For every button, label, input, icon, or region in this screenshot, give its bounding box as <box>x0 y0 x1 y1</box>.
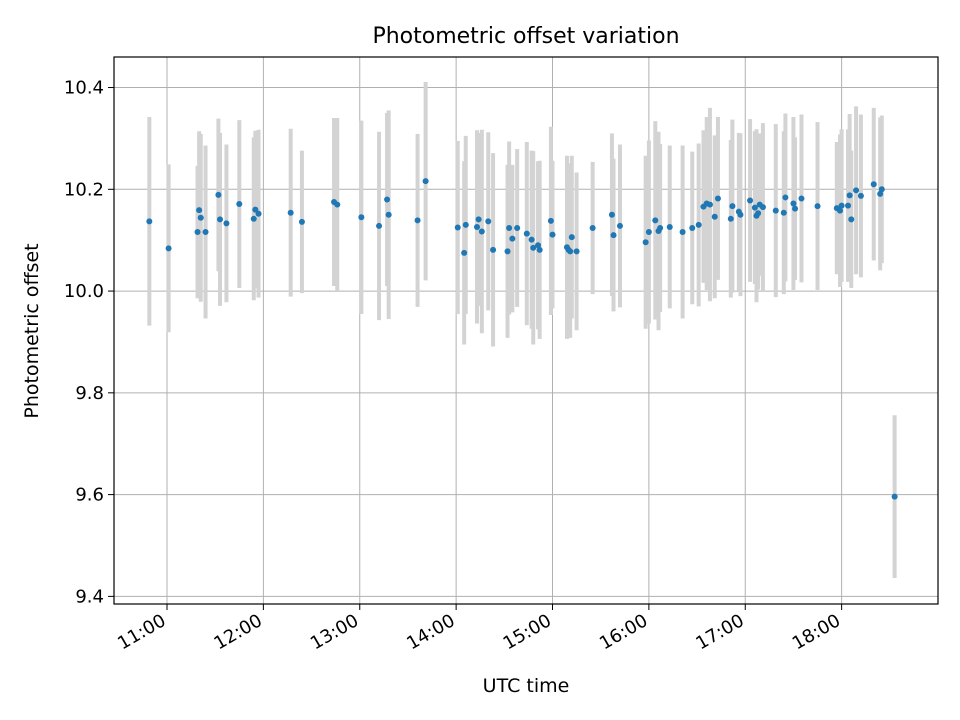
data-point <box>165 245 172 252</box>
data-point <box>334 201 341 208</box>
data-point <box>236 201 243 208</box>
chart-title: Photometric offset variation <box>372 24 679 49</box>
data-point <box>853 187 860 194</box>
data-point <box>255 210 262 217</box>
data-point <box>747 197 754 204</box>
data-point <box>780 209 787 216</box>
data-point <box>729 203 736 210</box>
data-point <box>838 202 845 209</box>
data-point <box>197 214 204 221</box>
data-point <box>223 220 230 227</box>
y-tick-label: 9.6 <box>75 485 104 506</box>
data-point <box>891 493 898 500</box>
data-point <box>772 207 779 214</box>
data-point <box>755 210 762 217</box>
y-tick-label: 10.2 <box>64 179 104 200</box>
data-point <box>610 232 617 239</box>
data-point <box>689 224 696 231</box>
x-axis-label: UTC time <box>483 675 570 697</box>
data-point <box>523 230 530 237</box>
data-point <box>549 231 556 238</box>
data-point <box>194 229 201 236</box>
data-point <box>514 224 521 231</box>
data-point <box>759 204 766 211</box>
data-point <box>528 236 535 243</box>
y-tick-label: 10.4 <box>64 78 104 99</box>
plot-frame <box>113 56 939 605</box>
data-points <box>146 178 898 500</box>
data-point <box>790 200 797 207</box>
data-point <box>506 224 513 231</box>
data-point <box>877 190 884 197</box>
data-point <box>608 211 615 218</box>
data-point <box>645 229 652 236</box>
data-point <box>837 207 844 214</box>
data-point <box>751 204 758 211</box>
data-point <box>252 206 259 213</box>
data-point <box>196 207 203 214</box>
data-point <box>568 234 575 241</box>
data-point <box>814 203 821 210</box>
data-point <box>848 216 855 223</box>
y-tick-label: 9.4 <box>75 586 104 607</box>
data-point <box>589 224 596 231</box>
data-point <box>616 222 623 229</box>
data-point <box>657 224 664 231</box>
data-point <box>536 246 543 253</box>
data-point <box>376 222 383 229</box>
y-tick-label: 9.8 <box>75 383 104 404</box>
data-point <box>857 192 864 199</box>
data-point <box>287 209 294 216</box>
data-point <box>792 205 799 212</box>
data-point <box>642 239 649 246</box>
data-point <box>414 217 421 224</box>
data-point <box>878 186 885 193</box>
data-point <box>422 178 429 185</box>
data-point <box>474 223 481 230</box>
data-point <box>475 216 482 223</box>
data-point <box>695 221 702 228</box>
data-point <box>798 195 805 202</box>
data-point <box>250 215 257 222</box>
data-point <box>846 192 853 199</box>
data-point <box>737 211 744 218</box>
data-point <box>509 235 516 242</box>
data-point <box>567 248 574 255</box>
data-point <box>845 202 852 209</box>
data-point <box>384 196 391 203</box>
data-point <box>547 217 554 224</box>
data-point <box>485 218 492 225</box>
data-point <box>146 218 153 225</box>
data-point <box>573 248 580 255</box>
y-axis: 9.4 9.6 9.8 10.0 10.2 10.4 <box>64 78 114 607</box>
data-point <box>490 246 497 253</box>
data-point <box>535 242 542 249</box>
data-point <box>652 217 659 224</box>
data-point <box>461 249 468 256</box>
data-point <box>530 244 537 251</box>
data-point <box>714 195 721 202</box>
data-point <box>298 218 305 225</box>
data-point <box>679 229 686 236</box>
y-tick-label: 10.0 <box>64 281 104 302</box>
data-point <box>202 229 209 236</box>
data-point <box>666 223 673 230</box>
data-point <box>711 213 718 220</box>
data-point <box>478 228 485 235</box>
data-point <box>782 194 789 201</box>
data-point <box>462 221 469 228</box>
data-point <box>727 215 734 222</box>
data-point <box>217 216 224 223</box>
data-point <box>215 191 222 198</box>
data-point <box>504 248 511 255</box>
data-point <box>358 214 365 221</box>
data-point <box>454 224 461 231</box>
y-axis-label: Photometric offset <box>21 243 43 418</box>
data-point <box>706 201 713 208</box>
data-point <box>385 211 392 218</box>
data-point <box>870 181 877 188</box>
